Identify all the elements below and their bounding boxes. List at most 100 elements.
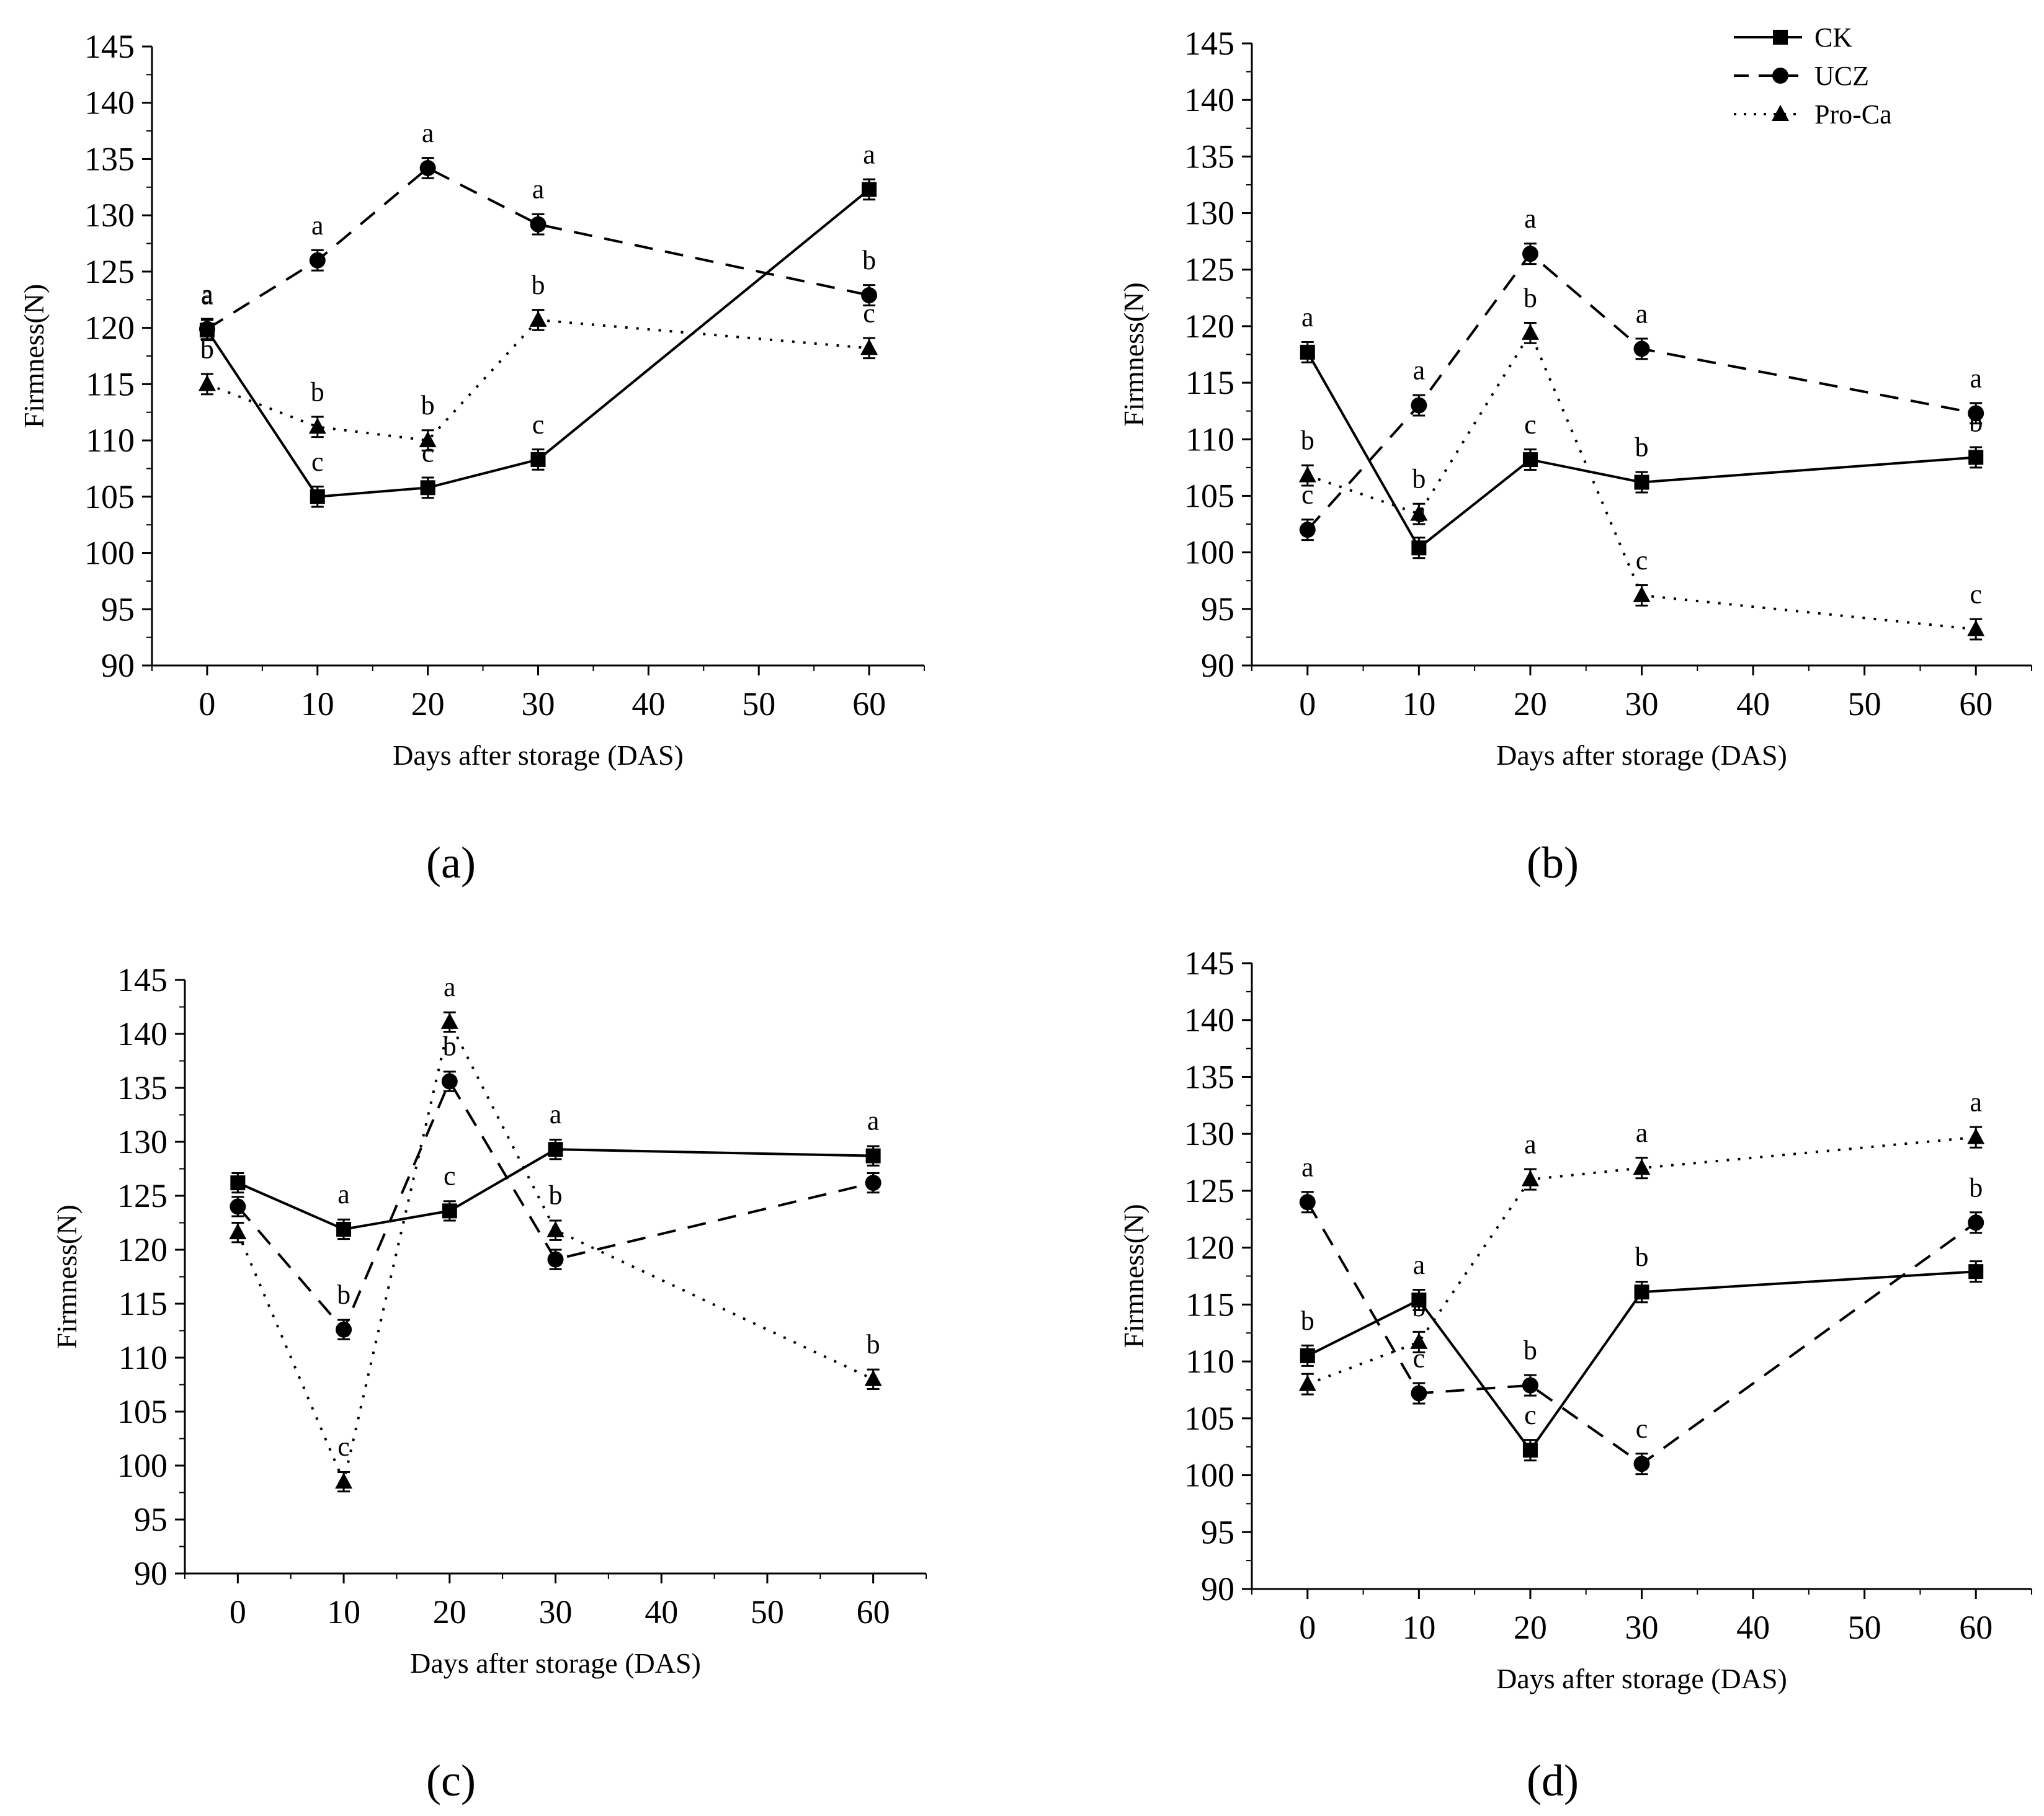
- x-tick-label: 60: [857, 1593, 890, 1631]
- data-point: [529, 310, 547, 327]
- x-tick-label: 30: [539, 1593, 573, 1631]
- significance-letter: c: [1970, 579, 1982, 610]
- panels: 0 10 20 30 40 50 60 90 95 100 105 110 115 120 125 130 13…: [18, 22, 2032, 1805]
- data-point: [230, 1175, 246, 1191]
- series-ucz: a a a a b: [199, 118, 878, 340]
- data-point: [1522, 452, 1538, 468]
- x-axis-title: Days after storage (DAS): [393, 739, 684, 771]
- significance-letter: c: [863, 298, 875, 328]
- significance-letter: b: [862, 245, 876, 275]
- x-axis-title: Days after storage (DAS): [1496, 1663, 1787, 1694]
- y-tick-label: 105: [1184, 477, 1234, 514]
- panel-label: (b): [1527, 838, 1579, 888]
- data-point: [530, 216, 547, 233]
- data-point: [441, 1073, 458, 1090]
- data-point: [861, 287, 878, 304]
- series-pro-ca: c abb: [229, 972, 882, 1493]
- data-point: [862, 182, 877, 197]
- y-axis-title: Firmness(N): [51, 1204, 83, 1349]
- y-tick-label: 125: [84, 253, 135, 290]
- significance-letter: c: [1636, 1413, 1648, 1444]
- x-tick-label: 60: [852, 685, 886, 723]
- data-point: [1633, 585, 1651, 602]
- legend: CK UCZ Pro-Ca: [1734, 22, 1892, 130]
- panel-a: 0 10 20 30 40 50 60 90 95 100 105 110 115 120 125 130 13…: [18, 28, 925, 888]
- data-point: [1522, 1443, 1538, 1458]
- significance-letter: c: [532, 409, 545, 440]
- significance-letter: c: [311, 447, 324, 477]
- data-point: [336, 1321, 352, 1338]
- series-line: [1306, 1201, 1977, 1466]
- y-tick-label: 100: [117, 1447, 167, 1484]
- x-tick-label: 40: [1736, 685, 1770, 723]
- x-tick-label: 60: [1959, 1609, 1993, 1646]
- y-tick-label: 90: [1201, 1570, 1234, 1608]
- y-tick-label: 115: [1185, 364, 1234, 401]
- y-tick-label: 110: [1185, 421, 1234, 458]
- x-tick-label: 10: [1402, 685, 1435, 723]
- data-point: [419, 431, 437, 448]
- legend-label: UCZ: [1814, 61, 1869, 91]
- y-tick-label: 140: [1184, 81, 1234, 118]
- data-point: [1300, 344, 1315, 360]
- panel-label: (d): [1527, 1756, 1579, 1805]
- significance-letter: c: [1524, 409, 1537, 440]
- y-tick-label: 110: [1185, 1343, 1234, 1380]
- data-point: [442, 1203, 457, 1219]
- series-ucz: bb: [230, 1031, 881, 1340]
- y-tick-label: 95: [1201, 1513, 1234, 1551]
- data-point: [198, 375, 216, 391]
- data-point: [310, 489, 325, 504]
- y-tick-label: 125: [1184, 1172, 1234, 1209]
- x-tick-label: 20: [1514, 1609, 1547, 1646]
- x-tick-label: 0: [1299, 1609, 1316, 1646]
- y-tick-label: 140: [1184, 1002, 1234, 1039]
- series-ck: a c a a: [230, 1099, 881, 1240]
- y-tick-label: 130: [1184, 1115, 1234, 1152]
- data-point: [1634, 474, 1649, 490]
- series-line: [206, 166, 870, 331]
- data-point: [1410, 504, 1428, 521]
- data-point: [230, 1198, 246, 1215]
- x-axis-title: Days after storage (DAS): [1496, 739, 1787, 771]
- y-axis-title: Firmness(N): [1118, 1204, 1149, 1348]
- y-tick-label: 115: [118, 1285, 167, 1322]
- panel-label: (c): [426, 1756, 476, 1805]
- data-point: [336, 1221, 352, 1237]
- y-tick-label: 110: [118, 1339, 167, 1376]
- data-point: [1968, 450, 1984, 465]
- y-tick-label: 135: [117, 1069, 167, 1106]
- significance-letter: b: [421, 390, 435, 421]
- significance-letter: a: [1301, 1152, 1314, 1182]
- panel-b: 0 10 20 30 40 50 60 90 95 100 105 110 115 120 125 130 13…: [1118, 25, 2032, 888]
- y-tick-label: 140: [84, 84, 135, 122]
- data-point: [1633, 1159, 1651, 1175]
- data-point: [547, 1221, 565, 1237]
- data-point: [1410, 1332, 1428, 1349]
- data-point: [1968, 1264, 1984, 1280]
- y-tick-label: 105: [117, 1393, 167, 1430]
- x-axis-title: Days after storage (DAS): [410, 1647, 701, 1679]
- x-tick-label: 20: [1514, 685, 1547, 723]
- x-tick-label: 50: [751, 1593, 784, 1631]
- panel-c: 0 10 20 30 40 50 60 90 95 100 105 110 115 120 125 130 13…: [51, 961, 927, 1805]
- x-tick-label: 0: [1299, 685, 1316, 723]
- significance-letter: a: [867, 1106, 880, 1136]
- data-point: [1299, 522, 1316, 538]
- significance-letter: c: [444, 1160, 456, 1191]
- series-line: [1307, 1136, 1976, 1386]
- significance-letter: a: [550, 1099, 562, 1129]
- legend-entry-pro-ca: Pro-Ca: [1734, 99, 1892, 130]
- y-tick-label: 120: [117, 1231, 167, 1268]
- data-point: [335, 1472, 353, 1489]
- series-pro-ca: b b b b c: [198, 270, 878, 452]
- y-tick-label: 95: [101, 590, 135, 628]
- y-tick-label: 145: [1184, 25, 1234, 62]
- legend-marker: [1772, 105, 1789, 121]
- significance-letter: b: [311, 376, 324, 407]
- significance-letter: a: [1970, 1087, 1982, 1118]
- y-axis-title: Firmness(N): [18, 284, 50, 429]
- data-point: [440, 1012, 458, 1029]
